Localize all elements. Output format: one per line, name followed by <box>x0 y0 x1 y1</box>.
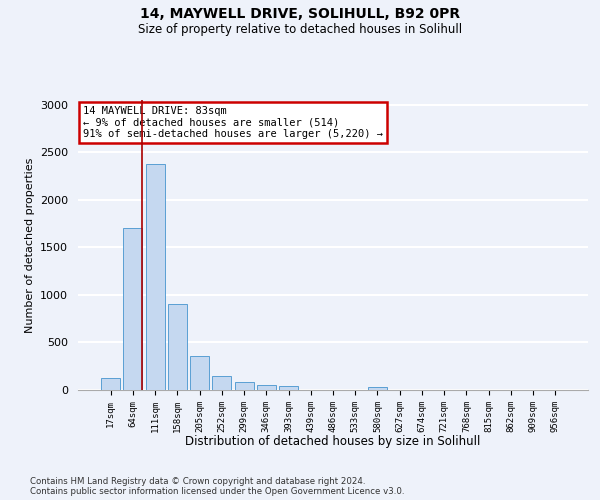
Text: 14 MAYWELL DRIVE: 83sqm
← 9% of detached houses are smaller (514)
91% of semi-de: 14 MAYWELL DRIVE: 83sqm ← 9% of detached… <box>83 106 383 139</box>
Text: Contains public sector information licensed under the Open Government Licence v3: Contains public sector information licen… <box>30 488 404 496</box>
Text: Distribution of detached houses by size in Solihull: Distribution of detached houses by size … <box>185 435 481 448</box>
Bar <box>101 378 120 390</box>
Bar <box>124 228 142 390</box>
Text: 14, MAYWELL DRIVE, SOLIHULL, B92 0PR: 14, MAYWELL DRIVE, SOLIHULL, B92 0PR <box>140 8 460 22</box>
Bar <box>168 304 187 390</box>
Bar <box>257 385 276 390</box>
Bar <box>279 386 298 390</box>
Bar <box>212 376 231 390</box>
Text: Contains HM Land Registry data © Crown copyright and database right 2024.: Contains HM Land Registry data © Crown c… <box>30 478 365 486</box>
Y-axis label: Number of detached properties: Number of detached properties <box>25 158 35 332</box>
Text: Size of property relative to detached houses in Solihull: Size of property relative to detached ho… <box>138 22 462 36</box>
Bar <box>235 382 254 390</box>
Bar <box>368 387 387 390</box>
Bar <box>146 164 164 390</box>
Bar <box>190 356 209 390</box>
